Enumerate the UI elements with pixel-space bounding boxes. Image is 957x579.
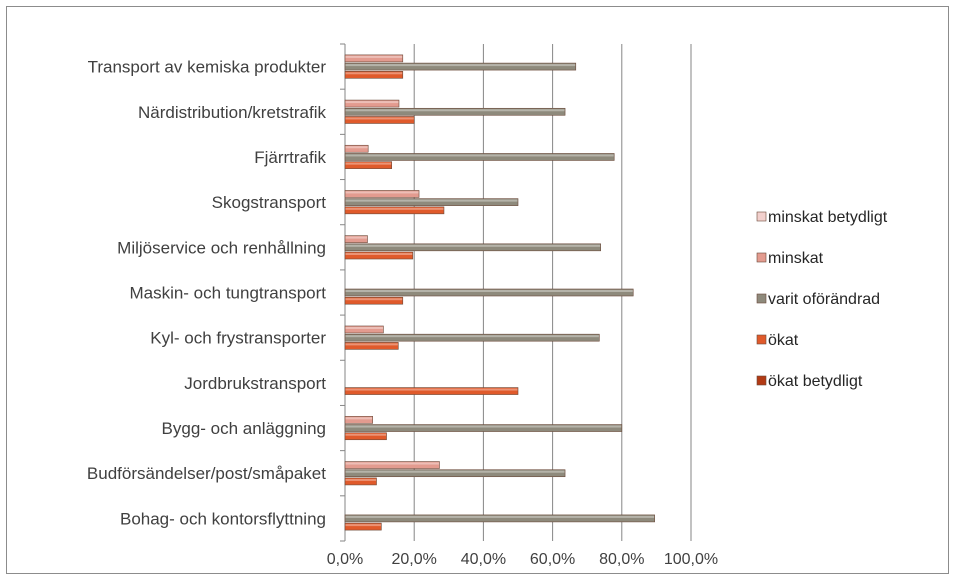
bar-highlight (345, 335, 599, 338)
bar-highlight (345, 199, 518, 202)
bar-highlight (345, 55, 403, 58)
bar (344, 144, 369, 153)
bar (344, 206, 445, 215)
legend-label: varit oförändrad (768, 291, 880, 308)
bar-highlight (345, 462, 439, 465)
bar-highlight (345, 417, 373, 420)
bar-highlight (345, 207, 444, 210)
category-label: Fjärrtrafik (254, 148, 326, 167)
category-label: Transport av kemiska produkter (88, 58, 327, 77)
bar (344, 333, 600, 342)
legend-label: minskat (768, 250, 824, 267)
x-tick-label: 40,0% (461, 551, 506, 568)
category-label: Skogstransport (212, 193, 327, 212)
bar (344, 514, 655, 523)
x-tick-label: 80,0% (599, 551, 644, 568)
bar-highlight (345, 191, 419, 194)
bar-highlight (345, 101, 399, 104)
legend: minskat betydligt minskat varit oförändrad… (756, 209, 888, 390)
bar-highlight (345, 388, 518, 391)
bar-highlight (345, 470, 565, 473)
legend-swatch (756, 334, 767, 345)
bar-highlight (345, 236, 367, 239)
category-label: Närdistribution/kretstrafik (138, 103, 327, 122)
legend-label: ökat betydligt (768, 373, 863, 390)
bar (344, 99, 400, 108)
bar (344, 469, 566, 478)
bar-highlight (345, 109, 565, 112)
bar-highlight (345, 290, 633, 292)
bar (344, 522, 382, 531)
bar-highlight (345, 433, 387, 436)
bar-highlight (345, 146, 368, 149)
legend-label: ökat (768, 332, 799, 349)
bar-highlight (345, 253, 413, 256)
category-label: Jordbrukstransport (184, 374, 326, 393)
x-tick-label: 0,0% (327, 551, 363, 568)
bar (344, 477, 377, 486)
bar (344, 198, 519, 206)
legend-swatch (756, 293, 767, 304)
bar (344, 190, 420, 198)
bars (344, 54, 655, 531)
x-tick-label: 20,0% (392, 551, 437, 568)
bar-highlight (345, 244, 601, 247)
bar-highlight (345, 515, 655, 518)
bar-highlight (345, 154, 614, 157)
bar (344, 107, 566, 116)
bar (344, 342, 399, 350)
bar (344, 251, 414, 260)
bar (344, 461, 440, 469)
category-label: Kyl- och frystransporter (150, 329, 326, 348)
category-labels: Transport av kemiska produkter Närdistrib… (87, 58, 327, 529)
bar-highlight (345, 64, 576, 67)
bar-highlight (345, 478, 376, 481)
bar-highlight (345, 326, 383, 329)
category-label: Maskin- och tungtransport (129, 284, 326, 303)
x-tick-label: 100,0% (664, 551, 718, 568)
bar (344, 243, 601, 252)
bar-highlight (345, 425, 622, 428)
bar (344, 70, 404, 79)
category-label: Bygg- och anläggning (162, 419, 326, 438)
bar (344, 161, 393, 169)
category-label: Bohag- och kontorsflyttning (120, 509, 326, 528)
legend-swatch (756, 252, 767, 263)
legend-swatch (756, 375, 767, 386)
category-label: Budförsändelser/post/småpaket (87, 464, 326, 483)
bar-highlight (345, 117, 414, 120)
bar (344, 235, 368, 243)
bar (344, 288, 634, 297)
bar (344, 416, 373, 424)
x-tick-label: 60,0% (530, 551, 575, 568)
bar-highlight (345, 162, 392, 165)
bar (344, 432, 387, 441)
bar-highlight (345, 72, 403, 75)
bar-highlight (345, 343, 398, 346)
legend-label: minskat betydligt (768, 209, 888, 226)
bar-highlight (345, 524, 381, 527)
bar (344, 62, 577, 71)
bar (344, 387, 519, 395)
bar (344, 296, 404, 305)
bar (344, 153, 615, 161)
category-label: Miljöservice och renhållning (117, 238, 326, 257)
legend-swatch (756, 211, 767, 222)
bar (344, 54, 404, 63)
bar (344, 116, 415, 124)
x-tick-labels: 0,0% 20,0% 40,0% 60,0% 80,0% 100,0% (327, 551, 718, 568)
bar-highlight (345, 298, 403, 301)
bar (344, 325, 384, 334)
bar (344, 424, 623, 432)
